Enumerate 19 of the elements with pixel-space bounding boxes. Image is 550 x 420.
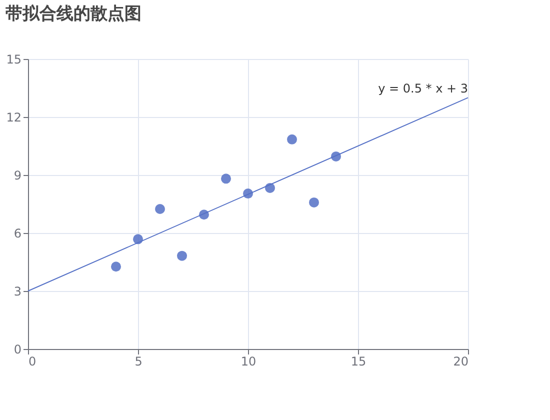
x-tick-label: 15 <box>350 354 366 368</box>
y-tick-label: 12 <box>6 110 22 124</box>
x-tick-label: 10 <box>240 354 256 368</box>
y-tick-label: 15 <box>6 52 22 66</box>
y-tick-label: 6 <box>14 226 22 240</box>
point <box>287 134 297 144</box>
y-tick-label: 0 <box>14 342 22 356</box>
annotation: y = 0.5 * x + 3 <box>378 82 468 96</box>
point <box>309 197 319 208</box>
chart-title: 带拟合线的散点图 <box>6 4 142 24</box>
point <box>177 250 187 261</box>
y-tick-label: 3 <box>14 284 22 298</box>
point <box>221 174 231 184</box>
y-tick-label: 9 <box>14 168 22 182</box>
point <box>155 204 165 214</box>
point <box>111 262 121 272</box>
x-tick-label: 20 <box>453 354 468 368</box>
x-tick-label: 0 <box>28 354 36 368</box>
x-tick-label: 5 <box>134 354 142 368</box>
